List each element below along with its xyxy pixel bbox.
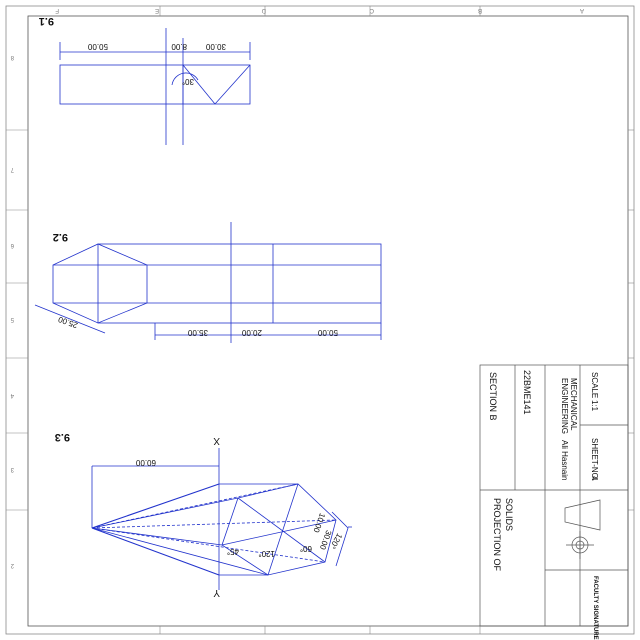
fig-9-1-angle: 30° bbox=[182, 77, 194, 86]
fig-9-1-title: 9.1 bbox=[39, 15, 54, 27]
scale-value: 1:1 bbox=[590, 400, 599, 412]
fig-9-1-dim-50: 50.00 bbox=[87, 42, 108, 51]
fig-9-2-labels: 9.2 35.00 20.00 50.00 25.00 bbox=[53, 231, 338, 337]
title-block-text: ENGINEERING MECHANICAL SCALE 1:1 SHEET-N… bbox=[488, 370, 599, 640]
zone-number: 2 bbox=[10, 562, 14, 568]
zone-number: 8 bbox=[10, 54, 14, 60]
zone-number: 5 bbox=[10, 316, 14, 322]
roll-number: 22BME141 bbox=[522, 370, 532, 415]
sheet-value: 4 bbox=[590, 476, 599, 481]
sheet-label: SHEET-NO. bbox=[590, 438, 599, 481]
fig-9-3-axis-x: X bbox=[213, 435, 220, 446]
course-line-2: MECHANICAL bbox=[569, 378, 578, 431]
sheet-outer-border bbox=[5, 5, 635, 635]
figure-9-2 bbox=[34, 222, 382, 343]
fig-9-2-dim-50: 50.00 bbox=[317, 328, 338, 337]
zone-letter: F bbox=[55, 7, 59, 13]
title-line-1: SOLIDS bbox=[504, 498, 514, 531]
fig-9-3-axis-y: Y bbox=[213, 587, 220, 598]
fig-9-3-labels: 9.3 60.00 X Y 45° 120° 60° 30.00 10.00 1… bbox=[55, 431, 344, 598]
zone-letter: D bbox=[261, 7, 266, 13]
fig-9-3-title: 9.3 bbox=[55, 431, 70, 443]
title-line-2: PROJECTION OF bbox=[492, 498, 502, 572]
zone-letter: A bbox=[580, 7, 584, 13]
zone-number: 4 bbox=[10, 392, 14, 398]
zone-letter: E bbox=[155, 7, 159, 13]
scale-label: SCALE bbox=[590, 372, 599, 398]
figure-9-3 bbox=[91, 448, 352, 590]
fig-9-2-dim-20: 20.00 bbox=[241, 328, 262, 337]
figure-9-1 bbox=[59, 28, 251, 145]
fig-9-1-dim-30: 30.00 bbox=[205, 42, 226, 51]
fig-9-2-title: 9.2 bbox=[53, 231, 68, 243]
fig-9-3-angle-120a: 120° bbox=[258, 549, 275, 558]
zone-number: 6 bbox=[10, 242, 14, 248]
zone-number: 7 bbox=[10, 166, 14, 172]
section: SECTION B bbox=[488, 372, 498, 421]
zone-ticks bbox=[6, 6, 634, 634]
course-line-1: ENGINEERING bbox=[560, 378, 569, 434]
fig-9-3-dim-60: 60.00 bbox=[135, 458, 156, 467]
zone-letter: C bbox=[369, 7, 374, 13]
fig-9-2-across-flats: 25.00 bbox=[57, 314, 79, 329]
fig-9-3-angle-60: 60° bbox=[300, 544, 312, 553]
zone-letters: F E D C B A 8 7 6 5 4 3 2 bbox=[10, 7, 584, 568]
faculty-signature: FACULTY SIGNATURE bbox=[592, 576, 598, 640]
fig-9-3-angle-45: 45° bbox=[227, 547, 239, 556]
title-block bbox=[479, 364, 629, 627]
student-name: Ali Hasnain bbox=[560, 440, 569, 480]
fig-9-1-dim-8: 8.00 bbox=[171, 42, 187, 51]
fig-9-2-hexagon bbox=[52, 243, 148, 324]
zone-number: 3 bbox=[10, 466, 14, 472]
sheet-inner-border bbox=[27, 15, 629, 627]
fig-9-1-labels: 9.1 50.00 8.00 30.00 30° bbox=[39, 15, 226, 86]
fig-9-2-prism bbox=[97, 243, 382, 324]
zone-letter: B bbox=[478, 7, 482, 13]
fig-9-1-body bbox=[59, 64, 251, 105]
fig-9-2-dim-35: 35.00 bbox=[187, 328, 208, 337]
